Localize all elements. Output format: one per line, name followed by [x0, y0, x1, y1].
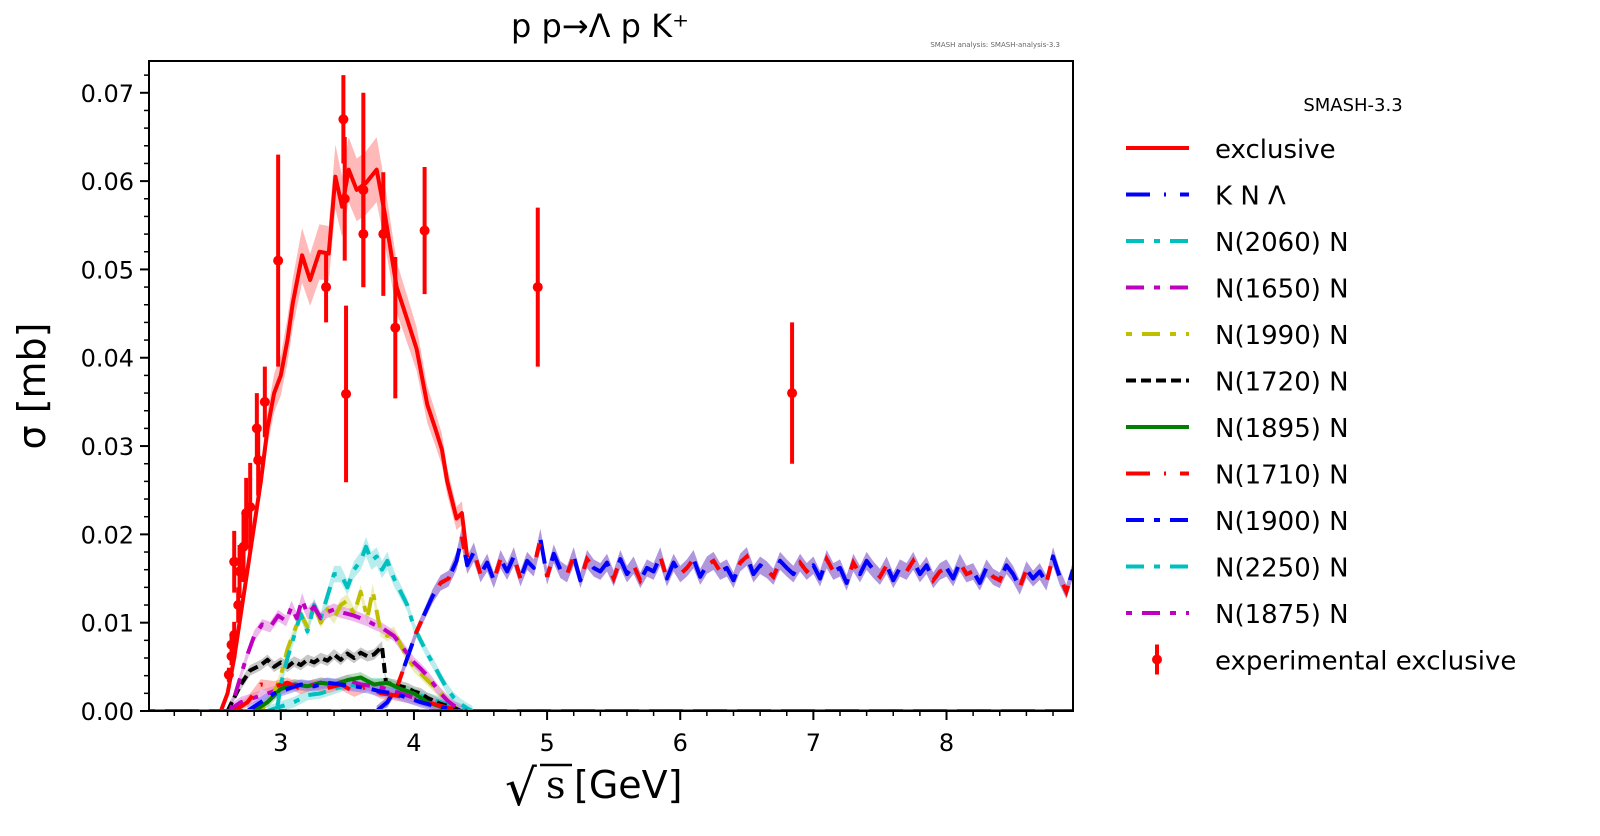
exp-point: [390, 322, 401, 333]
legend-label-experimental-exclusive: experimental exclusive: [1215, 647, 1516, 677]
y-tick-label: 0.02: [81, 521, 134, 549]
y-tick-label: 0.06: [81, 168, 134, 196]
legend-label-n-1710-n: N(1710) N: [1215, 461, 1349, 491]
exp-point: [378, 229, 389, 240]
line-n-1900-n: [246, 680, 461, 711]
y-tick-label: 0.04: [81, 345, 134, 373]
legend-label-n-2060-n: N(2060) N: [1215, 228, 1349, 258]
series-lines: [149, 167, 1073, 711]
band-k-n: [376, 526, 1073, 711]
legend-marker-experimental: [1152, 654, 1162, 665]
exp-point: [341, 388, 352, 399]
y-axis-label: σ [mb]: [10, 323, 54, 450]
experimental-points: [223, 75, 798, 682]
legend-label-n-1900-n: N(1900) N: [1215, 507, 1349, 537]
exp-point: [229, 630, 240, 641]
legend-label-n-2250-n: N(2250) N: [1215, 554, 1349, 584]
exp-point: [229, 556, 240, 567]
legend-label-exclusive: exclusive: [1215, 135, 1336, 165]
line-n-2250-n: [274, 544, 474, 711]
x-tick-label: 4: [406, 729, 421, 757]
x-axis: 3 4 5 6 7 8: [173, 711, 1054, 757]
legend-label-n-1990-n: N(1990) N: [1215, 321, 1349, 351]
legend-title: SMASH-3.3: [1303, 95, 1402, 116]
line-k-n: [375, 535, 1073, 711]
legend: SMASH-3.3 exclusive K N Λ N(2060) N N(1650)…: [1126, 95, 1516, 677]
x-tick-label: 5: [539, 729, 554, 757]
legend-label-n-1650-n: N(1650) N: [1215, 275, 1349, 305]
exp-point: [339, 193, 350, 204]
x-tick-label: 8: [939, 729, 954, 757]
exp-point: [273, 255, 284, 266]
legend-label-n-1895-n: N(1895) N: [1215, 414, 1349, 444]
x-tick-label: 3: [273, 729, 288, 757]
line-n-1990-n: [259, 588, 462, 711]
x-tick-label: 7: [806, 729, 821, 757]
line-n-1710-n: [233, 680, 462, 711]
exp-point: [233, 600, 244, 611]
exp-point: [358, 229, 369, 240]
exp-point: [223, 669, 234, 680]
exp-point: [532, 282, 543, 293]
legend-label-k-n: K N Λ: [1215, 182, 1286, 212]
y-tick-label: 0.01: [81, 610, 134, 638]
legend-label-n-1720-n: N(1720) N: [1215, 368, 1349, 398]
exp-point: [419, 225, 430, 236]
exp-point: [787, 388, 798, 399]
plot-frame: [148, 60, 1074, 712]
line-exclusive: [219, 167, 470, 711]
chart-title: p p→Λ p K⁺: [511, 7, 689, 45]
exp-point: [338, 114, 349, 125]
y-tick-label: 0.03: [81, 433, 134, 461]
sqrt-symbol: √: [505, 759, 537, 817]
sqrt-s-letter: s: [546, 763, 566, 807]
legend-label-n-1875-n: N(1875) N: [1215, 600, 1349, 630]
exp-point: [253, 455, 264, 466]
line-n-1875-n: [228, 597, 468, 711]
line-n-1895-n: [253, 675, 455, 711]
y-tick-label: 0.00: [81, 698, 134, 726]
x-axis-unit: [GeV]: [574, 763, 682, 807]
x-axis-label: √ s [GeV]: [505, 759, 682, 817]
exp-point: [259, 396, 270, 407]
uncertainty-bands: [220, 137, 1073, 711]
y-tick-label: 0.07: [81, 80, 134, 108]
exp-point: [245, 501, 256, 512]
y-axis: 0.00 0.01 0.02 0.03 0.04 0.05 0.06 0.07: [81, 74, 149, 726]
exp-point: [321, 282, 332, 293]
y-tick-label: 0.05: [81, 256, 134, 284]
exp-point: [226, 651, 237, 662]
watermark: SMASH analysis: SMASH-analysis-3.3: [930, 41, 1060, 49]
x-tick-label: 6: [673, 729, 688, 757]
